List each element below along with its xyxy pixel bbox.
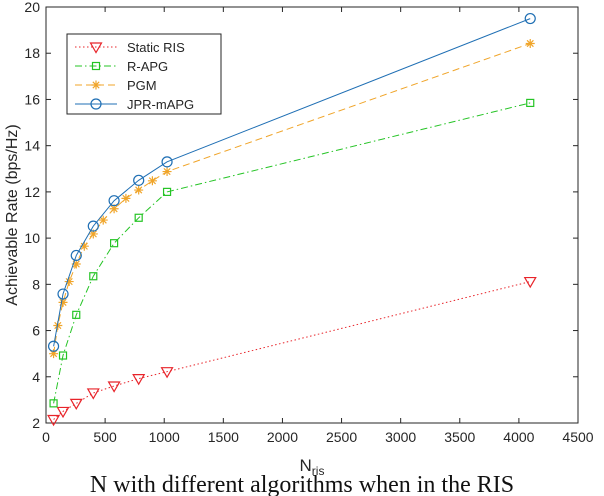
y-tick-label: 20 — [24, 0, 40, 15]
data-point — [72, 310, 81, 319]
legend-label: R-APG — [127, 59, 168, 74]
data-point — [98, 215, 108, 225]
legend-marker — [90, 98, 102, 110]
data-point — [69, 398, 83, 411]
x-tick-label: 3000 — [385, 429, 416, 445]
x-tick-label: 1500 — [208, 429, 239, 445]
data-point — [88, 229, 98, 239]
y-tick-label: 16 — [24, 91, 40, 107]
legend-marker — [91, 61, 101, 71]
data-point — [134, 185, 144, 195]
legend-item: JPR-mAPG — [75, 97, 194, 112]
data-point — [49, 349, 59, 359]
data-point — [147, 176, 157, 186]
data-point — [109, 204, 119, 214]
x-axis-label-main: N — [300, 456, 312, 475]
data-point — [79, 241, 89, 251]
legend-label: PGM — [127, 78, 157, 93]
data-point — [87, 220, 99, 232]
data-point — [524, 12, 536, 25]
y-tick-label: 18 — [24, 45, 40, 61]
y-tick-label: 10 — [24, 230, 40, 246]
data-point — [57, 288, 69, 300]
series-jpr-mapg — [47, 12, 536, 352]
y-tick-label: 6 — [32, 323, 40, 339]
data-point — [108, 195, 120, 207]
axis-ticks: 0 500 1000 1500 2000 2500 3000 3500 4000 4500 2 4 6 8… — [24, 0, 593, 445]
y-tick-label: 8 — [32, 276, 40, 292]
x-tick-label: 3500 — [444, 429, 475, 445]
data-point — [107, 381, 121, 393]
x-axis-label: Nris — [300, 456, 325, 478]
x-axis-label-subscript: ris — [312, 464, 325, 478]
data-point — [58, 297, 68, 307]
data-point — [133, 174, 145, 186]
legend-item: Static RIS — [75, 40, 185, 55]
data-point — [89, 272, 98, 281]
data-point — [58, 351, 68, 360]
data-point — [525, 39, 535, 49]
data-point — [64, 277, 74, 287]
data-point — [109, 239, 119, 248]
x-tick-label: 500 — [93, 429, 117, 445]
x-tick-label: 1000 — [149, 429, 180, 445]
data-point — [86, 388, 100, 400]
data-point — [160, 367, 174, 379]
series-layer — [47, 12, 537, 427]
data-point — [49, 399, 58, 408]
data-point — [162, 187, 172, 196]
data-point — [523, 276, 537, 289]
legend-label: Static RIS — [127, 40, 185, 55]
series-static-ris — [47, 276, 537, 427]
data-point — [526, 98, 535, 108]
data-point — [70, 249, 82, 262]
legend-item: PGM — [75, 78, 157, 93]
x-tick-label: 4000 — [503, 429, 534, 445]
y-tick-label: 14 — [24, 138, 40, 154]
series-r-apg — [49, 98, 535, 408]
data-point — [134, 213, 143, 222]
legend-label: JPR-mAPG — [127, 97, 194, 112]
x-tick-label: 2000 — [267, 429, 298, 445]
y-tick-label: 12 — [24, 184, 40, 200]
x-tick-label: 0 — [42, 429, 50, 445]
x-tick-label: 2500 — [326, 429, 357, 445]
legend-marker — [89, 42, 103, 54]
y-tick-label: 2 — [32, 415, 40, 431]
data-point — [56, 406, 70, 419]
data-point — [71, 259, 81, 269]
y-axis-label: Achievable Rate (bps/Hz) — [4, 124, 21, 305]
x-tick-label: 4500 — [562, 429, 593, 445]
data-point — [132, 374, 146, 386]
data-point — [121, 193, 131, 203]
data-point — [47, 340, 60, 352]
data-point — [161, 156, 173, 168]
figure-caption: N with different algorithms when in the … — [89, 472, 515, 496]
y-tick-label: 4 — [32, 369, 40, 385]
data-point — [47, 414, 61, 427]
legend: Static RIS R-APG PGM JPR-mAPG — [66, 33, 222, 115]
data-point — [162, 167, 172, 177]
legend-item: R-APG — [75, 59, 168, 74]
legend-marker — [91, 80, 101, 90]
